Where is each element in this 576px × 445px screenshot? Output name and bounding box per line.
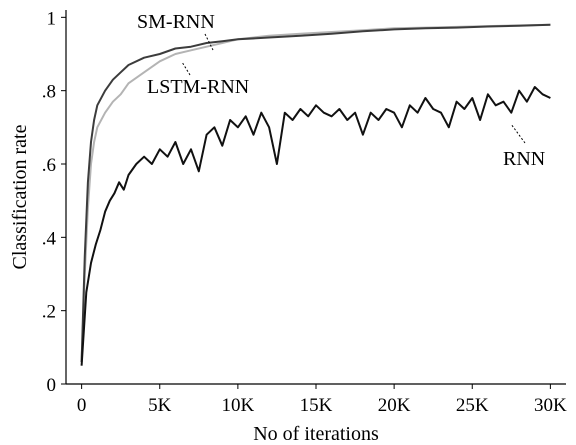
x-tick-label: 25K [456,395,489,416]
x-tick-label: 20K [378,395,411,416]
rnn-label: RNN [503,148,545,170]
y-ticks: 0 .2 .4 .6 .8 1 [42,8,66,396]
x-tick-label: 5K [148,395,172,416]
x-tick-label: 0 [77,395,87,416]
lstm-rnn-label: LSTM-RNN [147,76,249,98]
y-tick-label: .2 [42,302,56,323]
rnn-leader-line [510,123,526,144]
y-tick-label: 0 [47,375,57,396]
x-tick-label: 15K [300,395,333,416]
x-axis-title: No of iterations [253,423,379,445]
series-layer [80,23,551,366]
x-tick-label: 10K [222,395,255,416]
y-tick-label: .8 [42,82,56,103]
annotation-layer: SM-RNN LSTM-RNN RNN [137,11,545,170]
series-line-sm-rnn [80,23,551,363]
sm-rnn-leader-line [204,33,214,51]
sm-rnn-label: SM-RNN [137,11,215,33]
x-ticks: 0 5K 10K 15K 20K 25K 30K [77,384,567,416]
x-tick-label: 30K [534,395,567,416]
y-tick-label: .4 [42,228,57,249]
y-tick-label: 1 [47,8,57,29]
y-tick-label: .6 [42,155,56,176]
y-axis-title: Classification rate [9,124,31,269]
plot-area: 0 5K 10K 15K 20K 25K 30K 0 .2 .4 .6 .8 1 [42,8,567,416]
lstm-rnn-leader-line [181,61,191,76]
series-line-rnn [80,86,551,366]
